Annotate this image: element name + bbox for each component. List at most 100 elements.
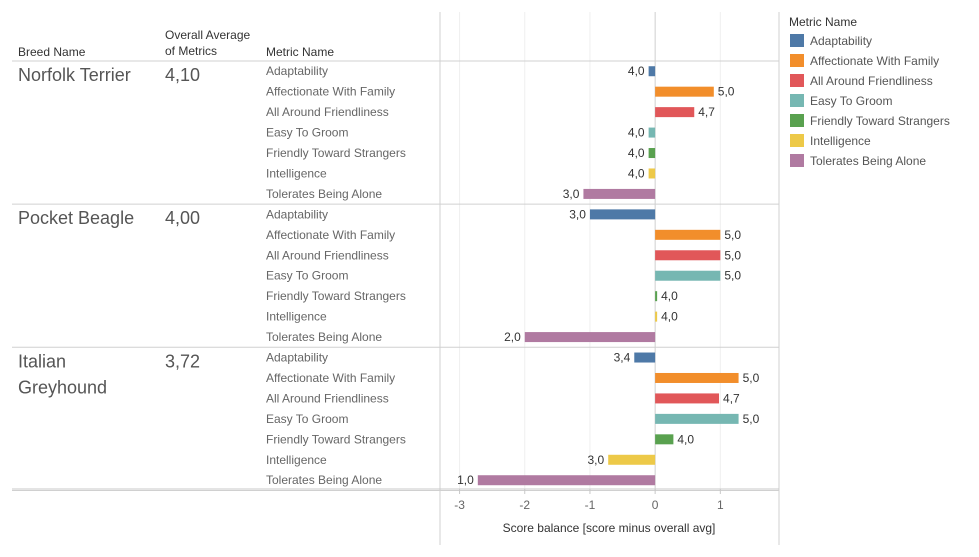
data-label: 5,0: [743, 371, 760, 385]
data-label: 3,4: [614, 351, 631, 365]
data-label: 5,0: [743, 412, 760, 426]
data-label: 5,0: [724, 269, 741, 283]
legend-swatch: [790, 54, 804, 67]
bar: [648, 127, 656, 138]
rows-layer: Norfolk Terrier 4,10 Adaptability 4,0 Affect…: [18, 64, 760, 487]
legend-label: Intelligence: [810, 134, 871, 148]
legend-label: Affectionate With Family: [810, 54, 939, 68]
metric-name: Affectionate With Family: [266, 85, 395, 99]
bar: [655, 270, 721, 281]
overall-average: 4,00: [165, 208, 200, 228]
bar: [655, 311, 658, 322]
metric-name: Affectionate With Family: [266, 228, 395, 242]
metric-name: Easy To Groom: [266, 269, 348, 283]
bar: [477, 475, 656, 486]
metric-name: Tolerates Being Alone: [266, 187, 382, 201]
breed-group-2: Italian Greyhound 3,72 Adaptability 3,4 Affec…: [18, 351, 760, 488]
data-label: 4,0: [628, 126, 645, 140]
bar: [655, 291, 658, 302]
overall-average: 3,72: [165, 351, 200, 371]
legend-title: Metric Name: [789, 15, 857, 29]
legend-swatch: [790, 154, 804, 167]
metric-name: All Around Friendliness: [266, 248, 389, 262]
metric-name: Intelligence: [266, 310, 327, 324]
data-label: 5,0: [718, 85, 735, 99]
bar: [608, 454, 656, 465]
data-label: 4,0: [628, 146, 645, 160]
breed-name: Pocket Beagle: [18, 208, 134, 228]
data-label: 3,0: [588, 453, 605, 467]
x-tick-label: -3: [454, 498, 465, 512]
data-label: 1,0: [457, 473, 474, 487]
header-breed-name: Breed Name: [18, 45, 86, 59]
metric-name: All Around Friendliness: [266, 391, 389, 405]
legend-swatch: [790, 114, 804, 127]
data-label: 4,0: [628, 64, 645, 78]
metric-name: Tolerates Being Alone: [266, 330, 382, 344]
header-average-line1: Overall Average: [165, 28, 250, 42]
bar: [655, 393, 720, 404]
data-label: 4,7: [723, 391, 740, 405]
data-label: 4,0: [677, 432, 694, 446]
breed-name: Greyhound: [18, 377, 107, 397]
data-label: 5,0: [724, 248, 741, 262]
x-tick-label: -1: [585, 498, 596, 512]
bar: [634, 352, 656, 363]
x-axis: -3 -2 -1 0 1: [12, 488, 779, 512]
bar: [655, 107, 695, 118]
metric-name: Easy To Groom: [266, 412, 348, 426]
metric-name: Intelligence: [266, 453, 327, 467]
bar: [655, 86, 714, 97]
data-label: 4,0: [628, 166, 645, 180]
breed-group-0: Norfolk Terrier 4,10 Adaptability 4,0 Affect…: [18, 64, 735, 201]
x-tick-label: -2: [519, 498, 530, 512]
legend-label: Easy To Groom: [810, 94, 892, 108]
legend-swatch: [790, 34, 804, 47]
bar: [648, 148, 656, 159]
legend: Metric Name Adaptability Affectionate Wit…: [789, 15, 950, 168]
data-label: 4,7: [698, 105, 715, 119]
metric-name: Intelligence: [266, 166, 327, 180]
legend-label: Friendly Toward Strangers: [810, 114, 950, 128]
bar: [583, 188, 656, 199]
bar: [655, 413, 739, 424]
bar: [655, 372, 739, 383]
metric-name: All Around Friendliness: [266, 105, 389, 119]
bar: [524, 332, 656, 343]
data-label: 5,0: [724, 228, 741, 242]
metric-name: Easy To Groom: [266, 126, 348, 140]
legend-label: Adaptability: [810, 34, 872, 48]
breed-group-1: Pocket Beagle 4,00 Adaptability 3,0 Affectio…: [18, 207, 741, 344]
data-label: 3,0: [563, 187, 580, 201]
metric-name: Adaptability: [266, 207, 328, 221]
x-tick-label: 0: [652, 498, 659, 512]
data-label: 2,0: [504, 330, 521, 344]
legend-label: Tolerates Being Alone: [810, 154, 926, 168]
legend-swatch: [790, 74, 804, 87]
breed-name: Norfolk Terrier: [18, 65, 131, 85]
overall-average: 4,10: [165, 65, 200, 85]
bar: [655, 434, 674, 445]
metric-name: Friendly Toward Strangers: [266, 146, 406, 160]
breed-name: Italian: [18, 351, 66, 371]
legend-label: All Around Friendliness: [810, 74, 933, 88]
metric-name: Adaptability: [266, 64, 328, 78]
bar: [589, 209, 656, 220]
bar: [655, 229, 721, 240]
metric-name: Affectionate With Family: [266, 371, 395, 385]
legend-swatch: [790, 94, 804, 107]
data-label: 4,0: [661, 289, 678, 303]
bar: [648, 66, 656, 77]
metric-name: Friendly Toward Strangers: [266, 432, 406, 446]
data-label: 3,0: [569, 207, 586, 221]
legend-swatch: [790, 134, 804, 147]
metric-name: Adaptability: [266, 351, 328, 365]
data-label: 4,0: [661, 310, 678, 324]
x-tick-label: 1: [717, 498, 724, 512]
x-axis-title: Score balance [score minus overall avg]: [503, 521, 716, 535]
header-metric-name: Metric Name: [266, 45, 334, 59]
bar: [648, 168, 656, 179]
metric-name: Tolerates Being Alone: [266, 473, 382, 487]
header-average-line2: of Metrics: [165, 44, 217, 58]
